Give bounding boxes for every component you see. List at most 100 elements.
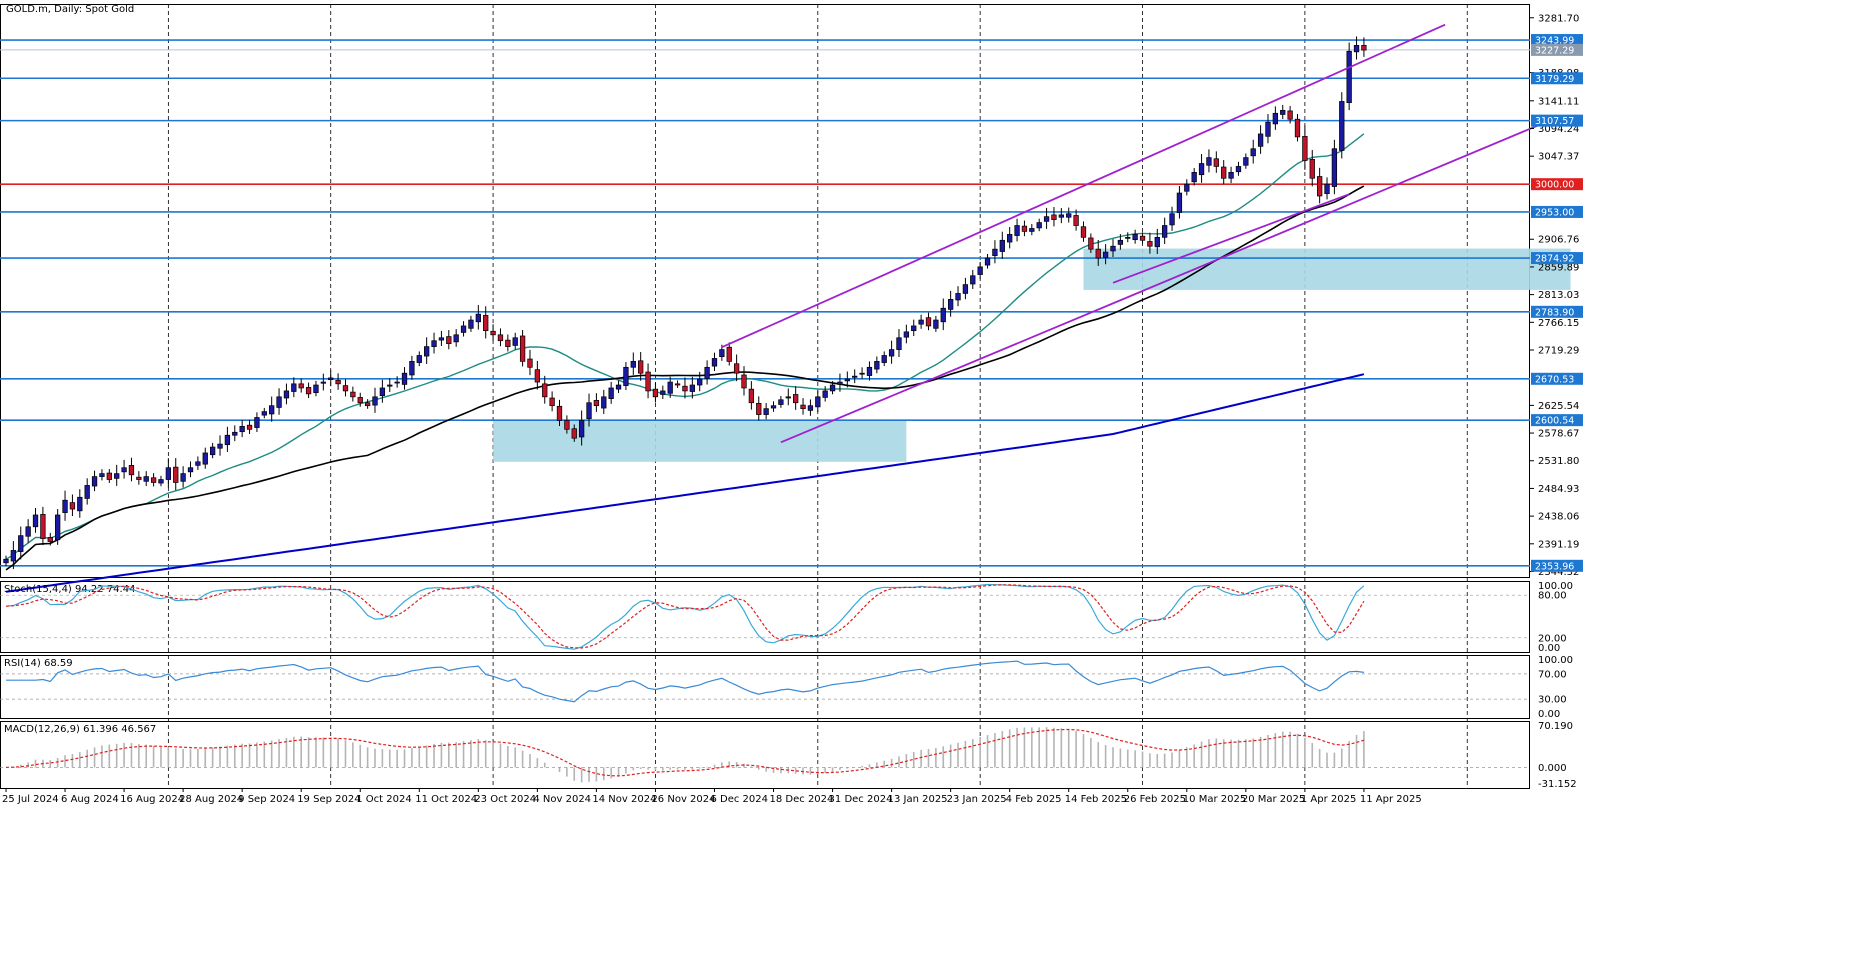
candle-body [121,467,127,473]
candle-body [195,461,201,466]
candle-body [1302,135,1308,161]
candle-body [1147,241,1153,247]
candle-body [785,396,791,399]
sma-200-line [5,373,1365,593]
candles-layer [3,36,1367,570]
candle-body [431,340,437,347]
candle-body [460,325,467,333]
candle-body [490,330,496,336]
candle-body [1169,213,1175,226]
price-tick-label: 3281.70 [1538,13,1579,24]
price-tick-label: 2484.93 [1538,484,1579,495]
candle-body [1125,236,1131,239]
candle-body [918,319,924,325]
candle-body [18,535,24,552]
candle-body [1243,157,1249,166]
indicator-level-label: 0.000 [1538,763,1567,774]
time-tick-label: 23 Oct 2024 [474,794,536,805]
short-channel [1112,193,1350,284]
candle-body [1346,50,1352,104]
candle-body [106,472,112,480]
candle-body [623,366,629,386]
level-tag-3000.00 [1531,178,1583,191]
candle-body [416,355,422,363]
candle-body [578,420,585,438]
indicator-level-label: 0.00 [1538,643,1560,654]
candle-body [1250,148,1256,157]
price-tick-label: 2766.15 [1538,318,1579,329]
candle-body [829,384,836,392]
price-axis: 3281.703188.983141.113094.243047.372906.… [1530,13,1583,578]
candle-body [217,443,223,449]
candle-body [1339,101,1345,151]
candle-body [298,383,304,389]
price-tick-label: 3094.24 [1538,124,1579,135]
level-tag-label: 3227.29 [1535,45,1574,56]
candle-body [173,466,179,483]
candle-body [992,248,998,256]
candle-body [25,526,31,537]
candle-body [1191,172,1197,183]
candle-body [497,334,504,342]
candle-body [748,388,755,404]
candle-body [704,366,710,379]
candle-body [342,385,349,392]
candle-body [711,358,718,367]
candle-body [143,476,149,482]
candle-body [1309,159,1315,179]
candle-body [1007,234,1013,243]
candle-body [1080,226,1087,238]
candle-body [888,349,895,357]
chart-title: GOLD.m, Daily: Spot Gold [6,4,134,15]
indicator-level-label: 80.00 [1538,591,1567,602]
indicator-level-label: -31.152 [1538,779,1577,790]
candle-body [601,396,607,409]
indicator-level-label: 0.00 [1538,709,1560,720]
candle-body [763,408,769,415]
macd-panel [0,721,1530,789]
level-tag-label: 2874.92 [1535,254,1574,265]
candle-body [475,313,481,323]
candle-body [394,381,400,384]
candle-body [519,335,526,362]
indicator-level-label: 70.00 [1538,669,1567,680]
candle-body [726,346,732,362]
candle-body [269,405,275,415]
candle-body [305,387,312,395]
candle-body [1235,166,1242,173]
candle-body [608,387,614,399]
candle-body [69,502,76,510]
candle-body [276,396,282,408]
candle-body [940,307,946,323]
candle-body [549,397,555,407]
candle-body [512,337,518,346]
candle-body [947,299,954,310]
candle-body [261,411,267,416]
trend-channels[interactable] [721,23,1557,444]
candle-body [254,417,260,428]
candle-body [1280,109,1286,115]
horizontal-levels[interactable] [0,39,1530,567]
candle-body [638,360,644,374]
candle-body [1213,158,1219,167]
candle-body [1139,235,1146,241]
time-tick-label: 11 Apr 2025 [1360,794,1422,805]
candle-body [1132,234,1138,241]
candle-body [1324,183,1330,194]
candle-body [1184,183,1190,192]
rsi-panel [0,655,1530,719]
candle-body [630,361,636,368]
level-tag-2353.96 [1531,559,1583,572]
upper-channel [721,23,1446,349]
candle-body [1316,176,1323,197]
candle-body [387,384,393,387]
candle-body [1036,222,1042,229]
support-zone-nov [493,420,907,462]
candle-body [187,467,194,473]
candle-body [593,400,600,407]
candle-body [55,514,61,541]
level-tag-2783.90 [1531,305,1583,318]
level-tag-3227.29 [1531,43,1583,56]
